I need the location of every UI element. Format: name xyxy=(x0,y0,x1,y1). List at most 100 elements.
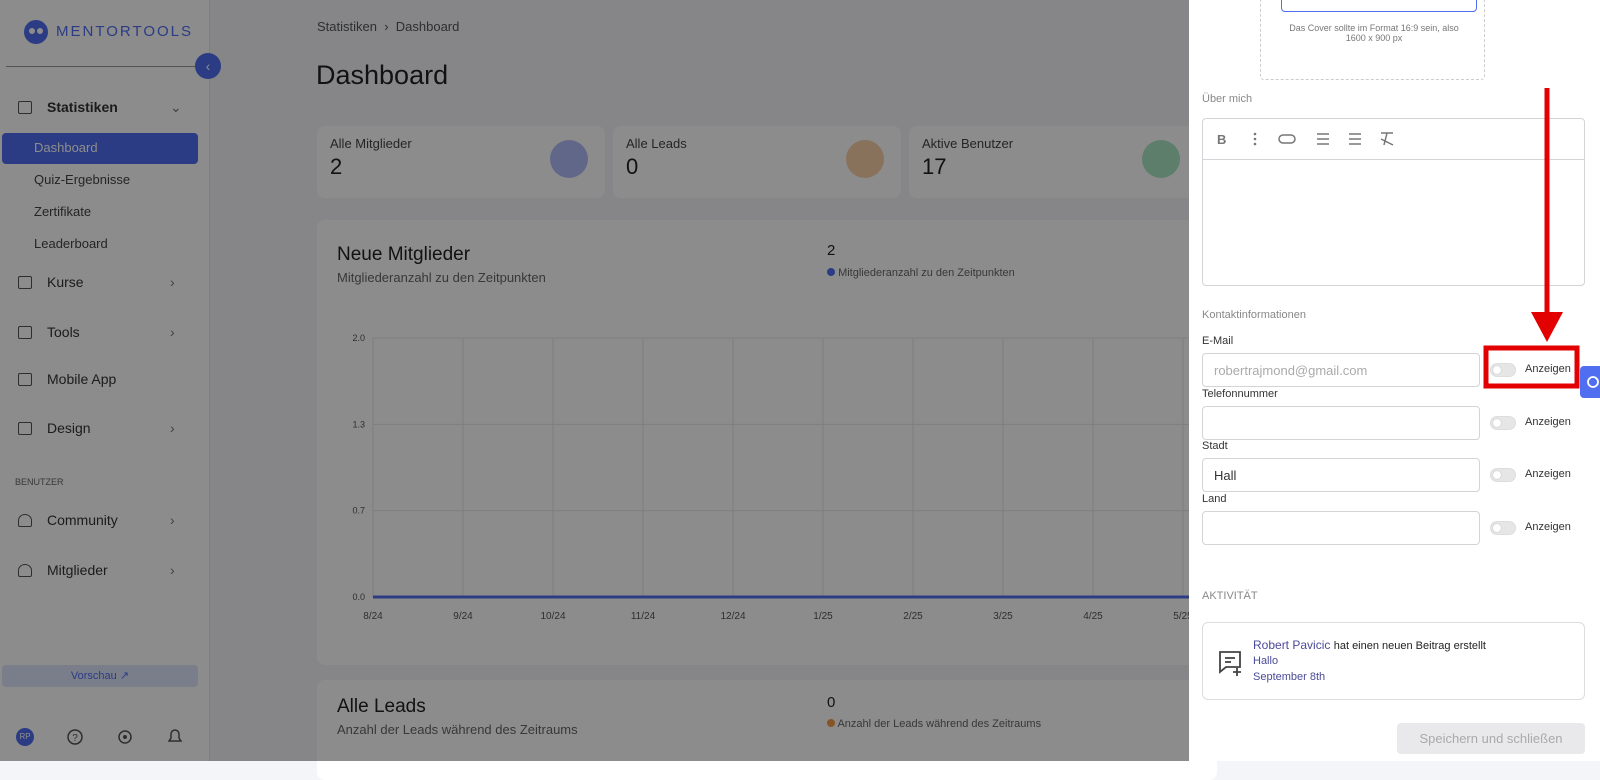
text-input[interactable]: robertrajmond@gmail.com xyxy=(1202,353,1480,387)
stat-icon xyxy=(1142,140,1180,178)
breadcrumb-item: Dashboard xyxy=(395,19,460,34)
chart-subtitle: Mitgliederanzahl zu den Zeitpunkten xyxy=(337,270,546,285)
preview-button[interactable]: Vorschau ↗ xyxy=(2,665,198,687)
activity-card: Robert Pavicic hat einen neuen Beitrag e… xyxy=(1202,622,1585,700)
sidebar: MENTORTOOLS ‹ Statistiken ⌄ Kurse › Tools › Mo… xyxy=(0,0,221,761)
cover-hint: Das Cover sollte im Format 16:9 sein, al… xyxy=(1289,23,1459,43)
annotation xyxy=(1483,88,1580,389)
x-tick-label: 2/25 xyxy=(903,611,923,622)
chart-subtitle: Anzahl der Leads während des Zeitraums xyxy=(337,722,578,737)
nav-item[interactable]: Mitglieder xyxy=(47,562,108,578)
chevron: › xyxy=(170,324,175,340)
svg-text:B: B xyxy=(1217,132,1226,147)
profile-panel: Das Cover sollte im Format 16:9 sein, al… xyxy=(1189,0,1600,761)
nav-icon xyxy=(18,276,32,289)
nav-icon xyxy=(18,422,32,435)
nav-item[interactable]: Tools xyxy=(47,324,80,340)
breadcrumb: Statistiken › Dashboard xyxy=(317,19,460,34)
text-input[interactable] xyxy=(1202,510,1480,545)
nav-item[interactable]: Community xyxy=(47,512,118,528)
activity-user[interactable]: Robert Pavicic xyxy=(1253,638,1331,652)
stat-label: Alle Mitglieder xyxy=(330,136,412,151)
field-label: E-Mail xyxy=(1202,335,1234,347)
stat-icon xyxy=(846,140,884,178)
chart-title: Neue Mitglieder xyxy=(337,244,471,265)
nav-item[interactable]: Design xyxy=(47,420,91,436)
logo-icon xyxy=(24,20,48,44)
subnav-item[interactable]: Quiz-Ergebnisse xyxy=(34,172,131,187)
section-label: BENUTZER xyxy=(15,477,64,487)
contact-heading: Kontaktinformationen xyxy=(1202,309,1306,321)
chevron: › xyxy=(170,562,175,578)
avatar[interactable]: RP xyxy=(16,728,34,746)
divider xyxy=(6,66,196,67)
activity-date: September 8th xyxy=(1253,671,1326,683)
field-label: Stadt xyxy=(1202,440,1228,452)
y-tick-label: 0.0 xyxy=(352,592,365,602)
backdrop[interactable] xyxy=(0,0,1189,761)
chevron: › xyxy=(170,512,175,528)
toggle-label: Anzeigen xyxy=(1525,363,1571,375)
chevron: ⌄ xyxy=(170,99,182,115)
cover-dropzone[interactable] xyxy=(1260,0,1485,80)
nav-item[interactable]: Statistiken xyxy=(47,99,118,115)
activity-text: Hallo xyxy=(1253,655,1279,667)
members-chart: 2.0 1.3 0.7 0.0 8/24 9/24 10/24 11/24 12/24 1/25 2… xyxy=(352,333,1197,622)
save-button[interactable]: Speichern und schließen xyxy=(1397,723,1585,754)
x-tick-label: 4/25 xyxy=(1083,611,1103,622)
chart-legend: Mitgliederanzahl zu den Zeitpunkten xyxy=(827,267,1015,279)
activity-action: hat einen neuen Beitrag erstellt xyxy=(1333,640,1486,652)
toggle[interactable] xyxy=(1490,520,1516,535)
x-tick-label: 8/24 xyxy=(363,611,383,622)
x-tick-label: 10/24 xyxy=(540,611,565,622)
text-input[interactable]: Hall xyxy=(1202,458,1480,492)
breadcrumb-item[interactable]: Statistiken xyxy=(317,19,377,34)
text-input[interactable] xyxy=(1202,405,1480,440)
stat-card: Aktive Benutzer 17 xyxy=(909,126,1197,198)
toggle-label: Anzeigen xyxy=(1525,468,1571,480)
x-tick-label: 11/24 xyxy=(631,611,656,622)
activity-heading: AKTIVITÄT xyxy=(1202,590,1258,602)
stat-value: 0 xyxy=(626,154,639,179)
chevron: › xyxy=(170,420,175,436)
chart-total: 2 xyxy=(827,242,836,259)
members-card: Neue Mitglieder Mitgliederanzahl zu den … xyxy=(317,220,1217,665)
legend-text: Anzahl der Leads während des Zeitraums xyxy=(837,718,1042,730)
nav-item[interactable]: Mobile App xyxy=(47,371,117,387)
stat-value: 2 xyxy=(330,154,343,179)
toolbar-divider xyxy=(1203,159,1584,160)
legend-text: Mitgliederanzahl zu den Zeitpunkten xyxy=(838,267,1015,279)
x-tick-label: 1/25 xyxy=(813,611,833,622)
y-tick-label: 2.0 xyxy=(352,333,365,343)
toggle-label: Anzeigen xyxy=(1525,415,1571,428)
editor-toolbar[interactable]: B xyxy=(1213,129,1403,149)
about-label: Über mich xyxy=(1202,93,1253,105)
chart-legend: Anzahl der Leads während des Zeitraums xyxy=(827,718,1041,730)
toggle[interactable] xyxy=(1490,415,1516,430)
footer-icons: ? xyxy=(67,729,183,745)
activity-icon xyxy=(1219,651,1241,676)
toggle[interactable] xyxy=(1490,363,1516,377)
page-title: Dashboard xyxy=(316,60,449,90)
nav-icon xyxy=(18,514,32,527)
subnav-item[interactable]: Leaderboard xyxy=(34,236,108,251)
subnav-item[interactable]: Zertifikate xyxy=(34,204,92,219)
collapse-button[interactable]: ‹ xyxy=(195,53,221,79)
y-tick-label: 1.3 xyxy=(352,419,365,429)
toggle-label: Anzeigen xyxy=(1525,520,1571,533)
stat-icon xyxy=(550,140,588,178)
nav-item[interactable]: Kurse xyxy=(47,274,84,290)
subnav-item[interactable]: Dashboard xyxy=(34,140,98,155)
upload-button[interactable] xyxy=(1281,0,1477,12)
toggle[interactable] xyxy=(1490,468,1516,482)
chart-title: Alle Leads xyxy=(337,696,426,717)
settings-tab[interactable] xyxy=(1580,366,1600,398)
rich-editor[interactable]: B xyxy=(1202,118,1585,286)
stat-label: Aktive Benutzer xyxy=(922,136,1014,151)
nav-icon xyxy=(18,326,32,339)
chart-total: 0 xyxy=(827,694,836,711)
brand: MENTORTOOLS xyxy=(56,23,194,40)
stat-card: Alle Mitglieder 2 xyxy=(317,126,605,198)
stat-value: 17 xyxy=(922,154,947,179)
active-item-bg xyxy=(2,133,198,164)
